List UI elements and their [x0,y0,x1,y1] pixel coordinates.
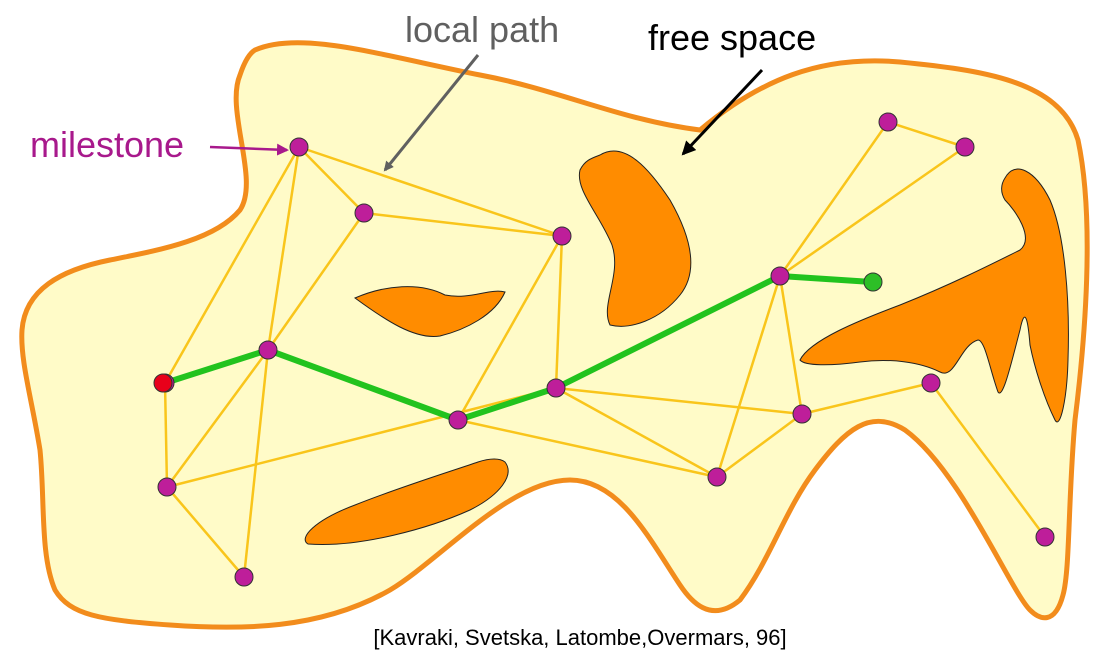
local-path-edge [554,386,719,479]
local-path-edge [778,274,804,416]
local-path-label: local path [405,9,559,50]
local-path-edge [297,145,366,215]
solution-path [162,273,875,423]
local-path-edge [362,211,564,238]
milestone-node [1035,527,1055,547]
roadmap-edges [163,120,1047,579]
local-path-edge [163,381,169,489]
free-space-label: free space [648,17,816,58]
local-path-edge [715,274,782,479]
free-space-arrow [681,68,764,156]
milestone-node [289,137,309,157]
local-path-edge [165,348,270,489]
milestone-node [546,378,566,398]
local-path-edge [778,120,890,278]
obstacle-blade [304,458,509,546]
obstacle-crescent [578,150,692,327]
local-path-edge [165,485,246,579]
milestone-node [707,467,727,487]
milestone-node [921,373,941,393]
start-node [153,373,173,393]
free-space-region [19,40,1090,630]
local-path-edge [266,211,366,352]
local-path-edge [297,145,564,238]
milestone-node [258,340,278,360]
local-path-edge [456,234,564,422]
milestone-node [157,477,177,497]
local-path-edge [929,381,1047,539]
milestone-node [448,410,468,430]
obstacle-wing [354,286,506,338]
milestone-node [552,226,572,246]
milestone-node [878,112,898,132]
local-path-edge [163,145,301,385]
local-path-arrow [383,54,480,172]
local-path-edge [165,386,558,489]
milestone-arrow [209,143,289,156]
local-path-edge [800,381,933,416]
local-path-edge [778,145,967,278]
local-path-edge [715,412,804,479]
milestone-node [792,404,812,424]
local-path-edge [456,418,719,479]
milestone-node [770,266,790,286]
milestone-label: milestone [30,124,184,165]
citation-text: [Kavraki, Svetska, Latombe,Overmars, 96] [373,625,786,650]
local-path-edge [554,386,804,416]
milestone-node [234,567,254,587]
goal-node [863,272,883,292]
milestone-nodes [155,112,1055,587]
milestone-node [955,137,975,157]
local-path-edge [266,145,301,352]
milestone-node [354,203,374,223]
local-path-edge [554,234,564,390]
local-path-edge [886,120,967,149]
obstacle-large-flame [799,168,1069,423]
